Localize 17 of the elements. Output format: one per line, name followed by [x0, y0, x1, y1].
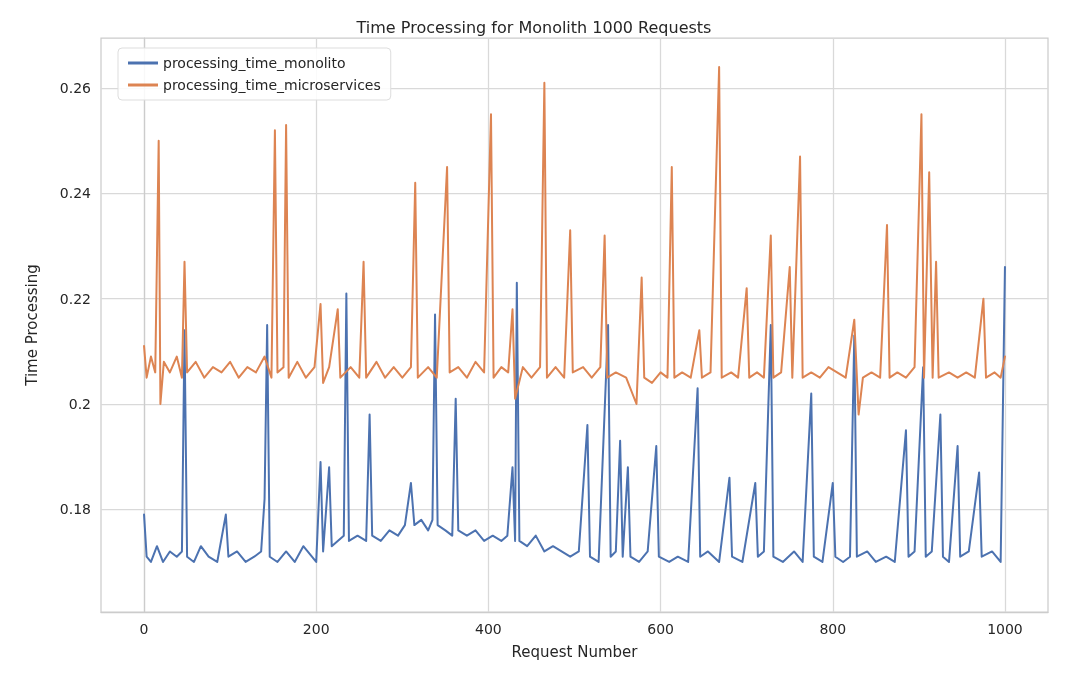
x-tick-label: 200: [302, 621, 330, 637]
x-tick-label: 600: [647, 621, 674, 637]
legend-label: processing_time_microservices: [163, 77, 381, 93]
y-tick-label: 0.18: [59, 501, 91, 518]
x-tick-label: 1000: [987, 621, 1023, 637]
x-axis-title: Request Number: [511, 642, 639, 661]
y-axis-title: Time Processing: [22, 264, 41, 387]
y-tick-label: 0.22: [59, 290, 91, 307]
legend-label: processing_time_monolito: [163, 55, 346, 71]
line-series: [143, 266, 1006, 563]
x-tick-label: 800: [819, 621, 847, 637]
x-tick-label: 0: [139, 621, 149, 637]
y-tick-label: 0.26: [59, 80, 92, 97]
x-tick-label: 400: [475, 621, 502, 637]
y-tick-label: 0.2: [68, 395, 91, 412]
chart-title: Time Processing for Monolith 1000 Requests: [355, 17, 712, 37]
y-tick-label: 0.24: [59, 185, 92, 202]
